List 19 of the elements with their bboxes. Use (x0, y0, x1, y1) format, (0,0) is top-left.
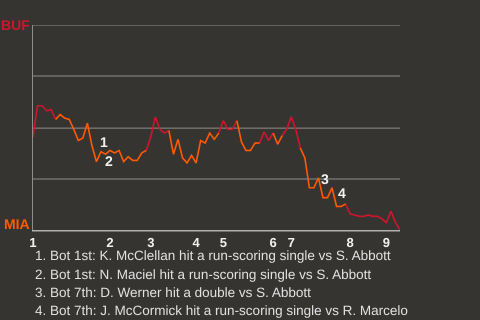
x-tick-label: 6 (270, 235, 277, 250)
x-tick-label: 5 (220, 235, 227, 250)
x-tick-label: 4 (192, 235, 200, 250)
text: 1. Bot 1st: K. McClellan hit a run-scoring single vs S. Abbott (35, 248, 391, 263)
annotation: 1 (100, 134, 108, 150)
x-tick-label: 3 (147, 235, 154, 250)
x-tick-label: 7 (288, 235, 295, 250)
text: 2. Bot 1st: N. Maciel hit a run-scoring single vs S. Abbott (35, 267, 372, 282)
text: 3. Bot 7th: D. Werner hit a double vs S. Abbott (35, 285, 312, 300)
annotation: 3 (321, 171, 329, 187)
annotation: 4 (338, 185, 346, 201)
text: BUF (1, 17, 30, 33)
x-tick-label: 1 (29, 235, 37, 250)
x-tick-label: 9 (382, 235, 390, 250)
text: 4. Bot 7th: J. McCormick hit a run-scoring single vs R. Marcelo (35, 303, 408, 318)
x-tick-label: 8 (346, 235, 354, 250)
annotation: 2 (105, 153, 113, 169)
x-tick-label: 2 (106, 235, 114, 250)
text: MIA (4, 216, 30, 232)
